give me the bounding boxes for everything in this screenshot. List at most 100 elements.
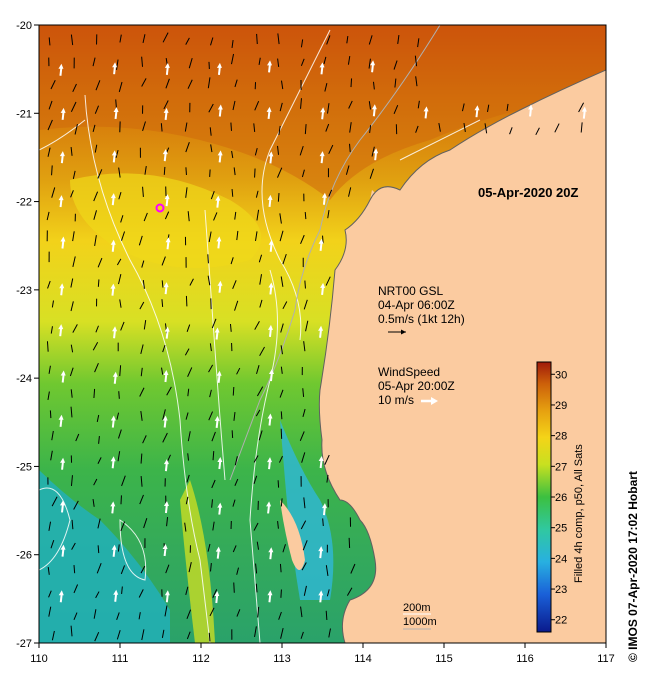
current-arrow (278, 455, 283, 463)
current-legend: NRT00 GSL 04-Apr 06:00Z 0.5m/s (1kt 12h) (378, 284, 465, 335)
current-arrow (142, 186, 144, 198)
wind-arrowhead (165, 237, 171, 243)
current-arrow (186, 324, 191, 332)
current-arrow (212, 589, 218, 598)
current-arrow (232, 386, 235, 396)
wind-arrowhead (371, 104, 377, 110)
wind-arrowhead (110, 193, 116, 199)
current-arrow (118, 273, 122, 285)
current-arrow (138, 235, 143, 246)
current-arrow (72, 170, 76, 179)
current-arrow (163, 100, 169, 110)
current-arrow (141, 260, 145, 268)
x-tick-label: 111 (112, 653, 129, 665)
current-arrow (302, 388, 305, 398)
current-arrow (70, 101, 77, 112)
wind-legend-scale: 10 m/s (378, 393, 414, 407)
current-arrow (207, 543, 211, 552)
current-arrow (299, 431, 305, 441)
current-arrow (509, 127, 513, 135)
current-arrow (139, 387, 145, 397)
current-arrow (328, 628, 331, 638)
current-arrow (71, 542, 76, 550)
current-arrow (254, 321, 260, 330)
current-arrow (303, 341, 306, 352)
wind-arrowhead (266, 106, 272, 112)
current-arrow (255, 563, 258, 574)
current-arrow (74, 124, 78, 135)
wind-arrowhead (320, 107, 326, 113)
wind-arrowhead (110, 456, 116, 462)
wind-arrowhead (216, 62, 222, 68)
current-arrow (234, 300, 239, 311)
current-arrow (254, 100, 260, 111)
current-arrow (142, 34, 146, 44)
current-arrow (369, 168, 374, 179)
current-arrow (138, 589, 144, 598)
wind-arrowhead (581, 106, 587, 112)
current-arrow (368, 101, 371, 110)
current-arrow (186, 609, 192, 619)
current-arrow (277, 33, 280, 45)
current-arrow (254, 626, 257, 638)
current-arrow (282, 544, 286, 553)
wind-arrowhead (321, 503, 327, 509)
wind-arrowhead (163, 282, 169, 288)
current-arrow (304, 211, 307, 220)
current-arrow (141, 56, 144, 67)
current-arrow (300, 606, 303, 618)
current-arrow (277, 193, 280, 202)
current-arrow (369, 125, 372, 134)
current-arrow (48, 100, 53, 110)
credit-text: © IMOS 07-Apr-2020 17:02 Hobart (626, 471, 640, 662)
y-tick-label: -25 (16, 461, 32, 473)
colorbar-tick-label: 23 (555, 584, 567, 596)
current-arrow (165, 564, 170, 574)
current-arrow (231, 189, 234, 197)
current-arrow (186, 631, 191, 640)
current-arrow (211, 479, 216, 489)
wind-arrowhead (214, 327, 220, 333)
current-arrow (234, 79, 238, 88)
current-arrow (300, 58, 305, 66)
y-tick-label: -23 (16, 285, 32, 297)
wind-arrowhead (60, 457, 66, 463)
current-arrow (438, 122, 441, 132)
current-arrow (301, 452, 306, 463)
y-tick-label: -21 (16, 108, 32, 120)
current-arrow (258, 430, 263, 441)
x-axis: 110 111 112 113 114 115 116 117 (30, 643, 615, 665)
wind-legend: WindSpeed 05-Apr 20:00Z 10 m/s (378, 365, 455, 407)
current-arrow (324, 82, 328, 92)
wind-arrowhead (215, 546, 221, 552)
colorbar-tick-label: 22 (555, 615, 567, 627)
current-arrow (212, 521, 215, 531)
current-arrow (231, 150, 234, 159)
current-arrow (70, 278, 74, 288)
current-arrow (116, 412, 120, 420)
wind-arrowhead (268, 282, 274, 288)
current-arrow (255, 231, 258, 241)
current-arrow (165, 78, 170, 89)
current-arrow (142, 279, 145, 289)
current-arrow (139, 301, 145, 310)
current-arrow (70, 625, 73, 637)
current-arrow (93, 210, 97, 220)
wind-arrowhead (163, 370, 169, 376)
current-arrow (256, 33, 258, 45)
current-arrow (415, 76, 418, 87)
current-arrow (280, 276, 284, 287)
current-arrow (368, 58, 371, 69)
wind-arrowhead (164, 590, 170, 596)
current-arrow (322, 235, 324, 244)
shelf-break (229, 25, 441, 481)
current-arrow (121, 231, 126, 241)
wind-arrowhead (215, 195, 221, 201)
y-tick-label: -27 (16, 638, 32, 650)
current-arrow (140, 565, 146, 574)
wind-arrowhead (113, 106, 119, 112)
current-arrow (163, 166, 166, 175)
colorbar-tick-label: 26 (555, 492, 567, 504)
current-arrow (94, 235, 97, 247)
current-arrow (280, 80, 284, 90)
